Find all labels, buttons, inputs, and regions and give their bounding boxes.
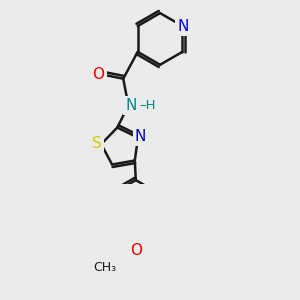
Text: N: N <box>178 19 189 34</box>
Text: O: O <box>130 243 142 258</box>
Text: CH₃: CH₃ <box>94 261 117 274</box>
Text: S: S <box>92 136 102 151</box>
Text: N: N <box>125 98 137 113</box>
Text: –H: –H <box>140 99 156 112</box>
Text: N: N <box>135 129 146 144</box>
Text: O: O <box>92 67 104 82</box>
